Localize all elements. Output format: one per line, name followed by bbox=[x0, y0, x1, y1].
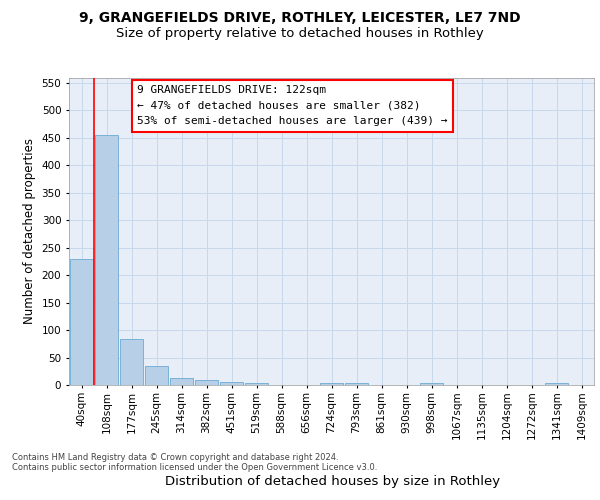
Text: Contains public sector information licensed under the Open Government Licence v3: Contains public sector information licen… bbox=[12, 464, 377, 472]
Bar bbox=[70, 258, 93, 385]
Bar bbox=[195, 380, 218, 385]
Text: Contains HM Land Registry data © Crown copyright and database right 2024.: Contains HM Land Registry data © Crown c… bbox=[12, 454, 338, 462]
Bar bbox=[170, 378, 193, 385]
Bar bbox=[220, 382, 243, 385]
Bar bbox=[95, 135, 118, 385]
Bar bbox=[120, 340, 143, 385]
Bar bbox=[245, 384, 268, 385]
Bar bbox=[545, 384, 568, 385]
Bar bbox=[320, 383, 343, 385]
Text: Size of property relative to detached houses in Rothley: Size of property relative to detached ho… bbox=[116, 28, 484, 40]
Text: 9 GRANGEFIELDS DRIVE: 122sqm
← 47% of detached houses are smaller (382)
53% of s: 9 GRANGEFIELDS DRIVE: 122sqm ← 47% of de… bbox=[137, 85, 448, 126]
Bar bbox=[145, 366, 168, 385]
Text: 9, GRANGEFIELDS DRIVE, ROTHLEY, LEICESTER, LE7 7ND: 9, GRANGEFIELDS DRIVE, ROTHLEY, LEICESTE… bbox=[79, 12, 521, 26]
Y-axis label: Number of detached properties: Number of detached properties bbox=[23, 138, 36, 324]
Text: Distribution of detached houses by size in Rothley: Distribution of detached houses by size … bbox=[166, 474, 500, 488]
Bar bbox=[420, 384, 443, 385]
Bar bbox=[345, 383, 368, 385]
